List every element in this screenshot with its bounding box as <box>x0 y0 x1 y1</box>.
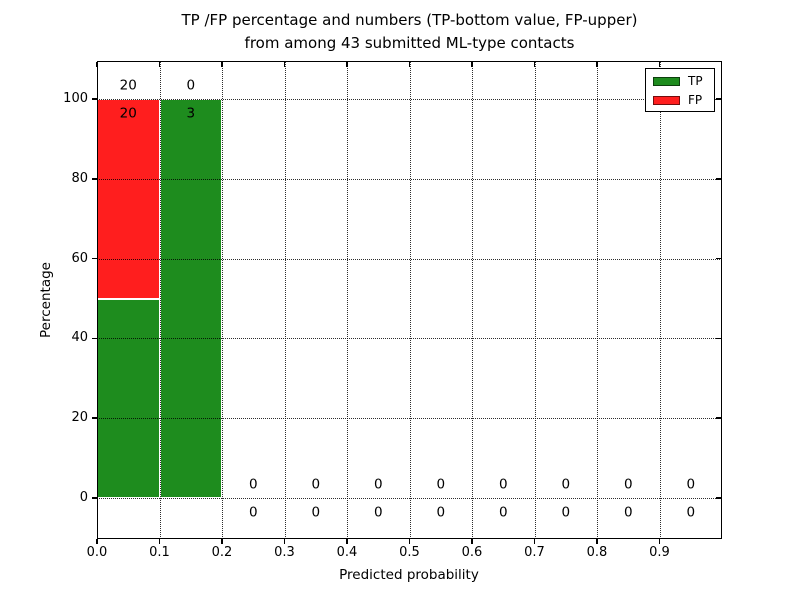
x-gridline <box>409 61 411 539</box>
x-tick <box>283 539 286 544</box>
x-tick <box>596 539 598 544</box>
x-tick-top <box>533 62 536 67</box>
tp-count-label: 0 <box>623 504 633 521</box>
x-tick <box>658 539 661 544</box>
bar-segment-tp <box>159 99 222 498</box>
fp-count-label: 0 <box>436 476 446 493</box>
x-gridline <box>659 61 661 539</box>
y-tick-label: 80 <box>71 170 88 186</box>
y-tick-right <box>716 417 721 419</box>
x-tick <box>221 539 223 544</box>
x-tick-label: 0.1 <box>149 545 170 560</box>
x-tick <box>533 539 536 544</box>
x-tick <box>96 539 98 544</box>
legend: TP FP <box>645 68 715 112</box>
x-gridline <box>534 61 536 539</box>
x-tick <box>346 539 348 544</box>
tp-count-label: 3 <box>186 105 196 122</box>
fp-count-label: 0 <box>623 476 633 493</box>
y-tick <box>92 337 97 340</box>
fp-count-label: 0 <box>561 476 571 493</box>
chart-title-line2: from among 43 submitted ML-type contacts <box>244 34 575 52</box>
x-tick <box>158 539 161 544</box>
fp-count-label: 0 <box>373 476 383 493</box>
x-tick-label: 0.3 <box>274 545 295 560</box>
x-tick-top <box>596 62 598 67</box>
x-tick-label: 0.2 <box>211 545 233 560</box>
x-tick-label: 0.6 <box>461 545 483 560</box>
y-tick <box>92 98 97 100</box>
x-gridline <box>347 61 348 539</box>
y-tick-label: 0 <box>79 490 88 505</box>
tp-count-label: 20 <box>119 105 137 122</box>
x-axis-label: Predicted probability <box>339 567 479 583</box>
fp-count-label: 20 <box>119 77 137 94</box>
x-gridline <box>284 61 286 539</box>
bar-segment-tp <box>97 298 160 498</box>
y-tick-label: 100 <box>63 91 88 106</box>
chart-title-line1: TP /FP percentage and numbers (TP-bottom… <box>181 11 638 29</box>
fp-count-label: 0 <box>248 476 258 493</box>
tp-count-label: 0 <box>248 504 258 521</box>
x-tick-top <box>96 62 98 67</box>
y-tick-right <box>716 257 721 260</box>
y-tick-label: 60 <box>71 250 88 266</box>
tp-count-label: 0 <box>686 504 696 521</box>
tp-count-label: 0 <box>498 504 508 521</box>
y-tick-right <box>716 98 721 100</box>
legend-label: TP <box>688 74 703 88</box>
tp-count-label: 0 <box>311 504 321 521</box>
fp-count-label: 0 <box>686 476 696 493</box>
x-tick <box>408 539 411 544</box>
tp-count-label: 0 <box>436 504 446 521</box>
y-tick <box>92 178 97 180</box>
y-tick <box>92 497 97 499</box>
legend-label: FP <box>688 93 703 107</box>
x-gridline <box>159 61 161 539</box>
y-tick <box>92 257 97 260</box>
x-tick-top <box>658 62 661 67</box>
x-tick-label: 0.9 <box>649 545 670 560</box>
tp-color-swatch <box>653 76 680 86</box>
x-tick-label: 0.0 <box>86 545 108 560</box>
x-tick-top <box>471 62 473 67</box>
x-tick-label: 0.4 <box>336 545 358 560</box>
legend-item-tp: TP <box>653 72 708 90</box>
x-gridline <box>222 61 223 539</box>
chart-title: TP /FP percentage and numbers (TP-bottom… <box>97 9 722 55</box>
y-tick-label: 20 <box>71 410 88 426</box>
x-tick-top <box>283 62 286 67</box>
x-tick-label: 0.8 <box>586 545 608 560</box>
y-tick-right <box>716 497 721 499</box>
legend-item-fp: FP <box>653 91 708 109</box>
tp-count-label: 0 <box>561 504 571 521</box>
y-tick-right <box>716 337 721 340</box>
x-tick-label: 0.7 <box>524 545 545 560</box>
x-tick-label: 0.5 <box>399 545 420 560</box>
x-gridline <box>597 61 598 539</box>
y-tick <box>92 417 97 419</box>
x-gridline <box>472 61 473 539</box>
x-tick-top <box>408 62 411 67</box>
y-axis-label: Percentage <box>38 262 54 338</box>
y-tick-label: 40 <box>71 330 88 346</box>
fp-count-label: 0 <box>498 476 508 493</box>
x-tick <box>471 539 473 544</box>
x-tick-top <box>346 62 348 67</box>
y-tick-right <box>716 178 721 180</box>
fp-count-label: 0 <box>186 77 196 94</box>
x-tick-top <box>221 62 223 67</box>
fp-color-swatch <box>653 95 680 105</box>
x-tick-top <box>158 62 161 67</box>
fp-count-label: 0 <box>311 476 321 493</box>
bar-segment-fp <box>97 99 160 299</box>
tp-count-label: 0 <box>373 504 383 521</box>
